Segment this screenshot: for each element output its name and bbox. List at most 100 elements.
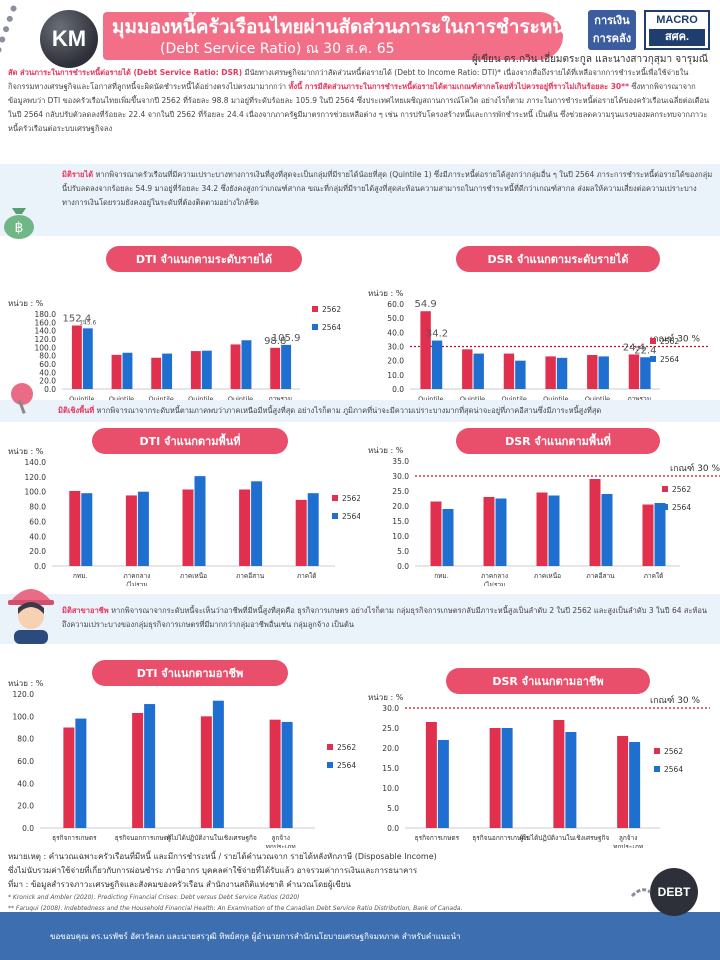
page-title: มุมมองหนี้ครัวเรือนไทยผ่านสัดส่วนภาระในก… xyxy=(112,16,644,38)
legend-label-2562: 2562 xyxy=(660,337,679,346)
note-2: ซึ่งไม่นับรวมค่าใช้จ่ายที่เกี่ยวกับการผ่… xyxy=(8,866,418,875)
y-tick-label: 140.0 xyxy=(25,458,47,467)
bar-2564 xyxy=(654,503,666,566)
data-label: 34.2 xyxy=(426,329,448,340)
y-tick-label: 40.0 xyxy=(29,532,46,541)
category-label: ภาคใต้ xyxy=(297,572,317,580)
bar-2562 xyxy=(230,344,241,389)
category-label: ภาคอีสาน xyxy=(236,572,265,580)
bar-2564 xyxy=(431,340,443,389)
bar-2564 xyxy=(598,356,609,389)
legend-label-2562: 2562 xyxy=(322,305,341,314)
income-text: มิติรายได้ หากพิจารณาครัวเรือนที่มีความเ… xyxy=(62,168,714,210)
bar-2564 xyxy=(601,494,613,566)
y-tick-label: 0.0 xyxy=(34,562,46,571)
bar-2564 xyxy=(162,353,173,389)
legend-swatch-2564 xyxy=(332,513,338,519)
y-tick-label: 100.0 xyxy=(35,343,57,352)
region-body: หากพิจารณาจากระดับหนี้ตามภาคพบว่าภาคเหนื… xyxy=(94,406,602,415)
category-label: ธุรกิจนอกการเกษตร xyxy=(472,834,529,842)
y-tick-label: 40.0 xyxy=(387,328,404,337)
bar-2562 xyxy=(553,720,565,828)
bar-2564 xyxy=(241,340,252,389)
category-label: กทม. xyxy=(434,572,449,580)
unit-label: หน่วย : % xyxy=(8,447,44,456)
unit-label: หน่วย : % xyxy=(368,446,404,455)
dti-occupation-title: DTI จำแนกตามอาชีพ xyxy=(92,660,288,686)
footer-bar xyxy=(0,912,720,960)
bar-2562 xyxy=(628,354,640,389)
bar-2562 xyxy=(71,325,82,389)
y-tick-label: 80.0 xyxy=(39,352,56,361)
y-tick-label: 5.0 xyxy=(387,804,399,813)
y-tick-label: 40.0 xyxy=(17,779,34,788)
data-label: 105.9 xyxy=(272,333,301,344)
dsr-region-chart: หน่วย : % 0.0 5.0 10.0 15.0 20.0 25.0 30.0 35.0 เ… xyxy=(368,446,720,586)
category-label: Quintile xyxy=(69,395,94,403)
legend-label-2564: 2564 xyxy=(664,765,683,774)
legend-swatch-2562 xyxy=(332,495,338,501)
legend-label-2564: 2564 xyxy=(342,512,360,521)
bar-2564 xyxy=(75,718,87,828)
category-label: Quintile xyxy=(109,395,134,403)
bar-2564 xyxy=(556,357,568,389)
y-tick-label: 180.0 xyxy=(35,310,57,319)
y-tick-label: 25.0 xyxy=(392,487,409,496)
bar-2562 xyxy=(182,489,194,566)
legend-swatch-2562 xyxy=(662,486,668,492)
bar-2562 xyxy=(239,489,251,566)
y-tick-label: 10.0 xyxy=(387,371,404,380)
bar-2564 xyxy=(212,700,224,828)
intro-text2: ซึ่งหากพิจารณาจากข้อมูลพบว่า DTI ของครัว… xyxy=(8,82,710,133)
dsr-region-title: DSR จำแนกตามพื้นที่ xyxy=(456,428,660,454)
bar-2564 xyxy=(442,509,454,566)
y-tick-label: 120.0 xyxy=(35,335,57,344)
y-tick-label: 140.0 xyxy=(35,327,57,336)
category-label: Quintile xyxy=(149,395,174,403)
bar-2562 xyxy=(589,479,601,566)
y-tick-label: 15.0 xyxy=(392,517,409,526)
y-tick-label: 5.0 xyxy=(397,547,409,556)
bar-2564 xyxy=(473,353,484,389)
category-label: ผู้ไม่ได้ปฏิบัติงานในเชิงเศรษฐกิจ xyxy=(167,834,257,842)
bar-2562 xyxy=(63,727,75,828)
bar-2564 xyxy=(251,481,263,566)
legend-label-2562: 2562 xyxy=(672,485,691,494)
category-label: (ไม่รวม xyxy=(484,581,506,586)
category-label: ธุรกิจการเกษตร xyxy=(52,834,97,842)
bar-2564 xyxy=(495,498,507,566)
y-tick-label: 120.0 xyxy=(25,473,47,482)
bar-2562 xyxy=(536,492,548,566)
region-band xyxy=(0,400,720,422)
legend-swatch-2564 xyxy=(662,504,668,510)
dti-income-chart: หน่วย : %0.020.040.060.080.0100.0120.014… xyxy=(8,299,341,403)
category-label: Quintile xyxy=(460,395,485,403)
y-tick-label: 20.0 xyxy=(39,377,56,386)
y-tick-label: 0.0 xyxy=(44,385,56,394)
bar-2564 xyxy=(81,493,93,566)
category-label: ภาคอีสาน xyxy=(586,572,615,580)
bar-2564 xyxy=(548,495,560,566)
category-label: Quintile xyxy=(502,395,527,403)
bar-2562 xyxy=(69,490,81,566)
bar-2564 xyxy=(137,491,149,566)
bar-2564 xyxy=(307,493,319,566)
bar-2564 xyxy=(194,476,206,566)
bar-2564 xyxy=(565,732,577,828)
category-label: ผู้ไม่ได้ปฏิบัติงานในเชิงเศรษฐกิจ xyxy=(519,834,609,842)
category-label: (ไม่รวม xyxy=(126,581,148,586)
y-tick-label: 25.0 xyxy=(382,724,399,733)
category-label: Quintile xyxy=(543,395,568,403)
bar-2562 xyxy=(151,357,162,389)
y-tick-label: 0.0 xyxy=(392,385,404,394)
category-label: ภาคเหนือ xyxy=(534,572,561,580)
svg-text:DEBT: DEBT xyxy=(658,885,691,899)
dsr-income-chart: หน่วย : % 0.0 10.0 20.0 30.0 40.0 50.0 60.0 เกณฑ… xyxy=(368,289,710,403)
unit-label: หน่วย : % xyxy=(368,693,404,702)
macro-logo: MACRO สศค. xyxy=(644,10,710,50)
dsr-occupation-title: DSR จำแนกตามอาชีพ xyxy=(446,668,650,694)
legend-swatch-2564 xyxy=(312,324,318,330)
bar-2562 xyxy=(190,351,201,389)
y-tick-label: 20.0 xyxy=(382,744,399,753)
y-tick-label: 20.0 xyxy=(387,357,404,366)
